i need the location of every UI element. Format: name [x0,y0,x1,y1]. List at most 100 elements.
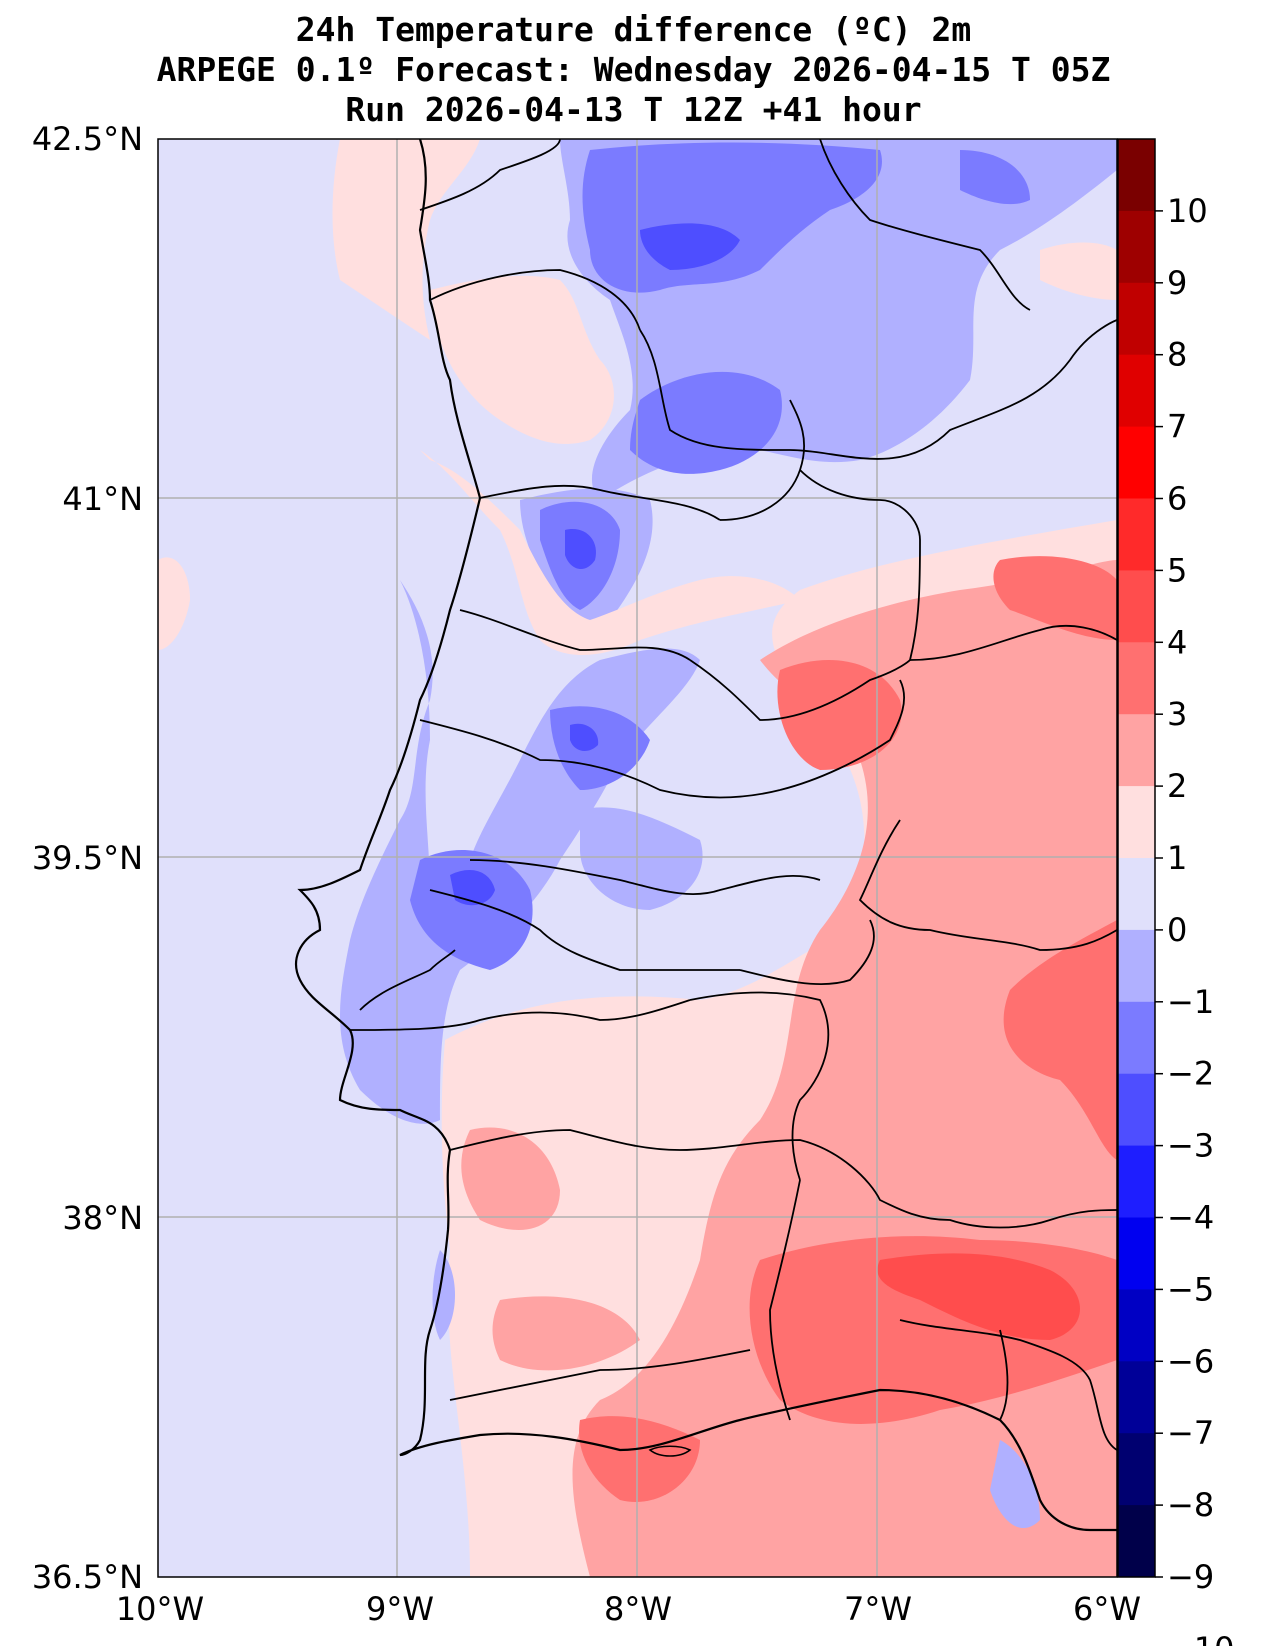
lat-tick-label: 38°N [62,1199,143,1237]
colorbar-tick-label: 10 [1167,192,1208,230]
border-evora [689,991,830,1181]
colorbar-swatch [1118,1145,1155,1218]
cold-2to3-northeast [960,150,1030,205]
warm-patch-algarve-west [492,1296,640,1371]
colorbar-tick-label: 1 [1167,839,1187,877]
colorbar-swatch [1118,570,1155,643]
border-porto [479,484,721,521]
lat-tick-label: 41°N [62,480,143,518]
border-spain-south [769,1179,801,1421]
lat-tick-label: 36.5°N [32,1558,143,1596]
colorbar-tick-label: −7 [1167,1414,1214,1452]
colorbar-swatch [1118,498,1155,571]
colorbar-tick-label: 3 [1167,695,1187,733]
temperature-field [158,139,1117,1577]
border-minho [429,269,641,331]
colorbar-tick-label: −8 [1167,1486,1214,1524]
cold-3to4-beira [570,723,599,752]
border-galicia [419,139,561,211]
colorbar-tick-label: −2 [1167,1055,1214,1093]
colorbar-tick-label: 2 [1167,767,1187,805]
lon-tick-label: 7°W [844,1590,912,1628]
border-setubal [449,1129,681,1151]
warm-region-atlantic-west [158,557,190,650]
lon-tick-label: 8°W [604,1590,672,1628]
colorbar-swatch [1118,858,1155,931]
border-spain-north [819,139,1031,311]
lon-tick-label: 6°W [1073,1590,1141,1628]
warm-patch-southwest [461,1127,560,1230]
colorbar-tick-label: 0 [1167,911,1187,949]
lat-tick-label: 42.5°N [32,120,143,158]
warm-region-aveiro [420,450,800,655]
longitude-labels: 10°W 9°W 8°W 7°W 6°W [116,1590,1141,1628]
colorbar-swatch [1118,714,1155,787]
colorbar-tick-label: −1 [1167,983,1214,1021]
colorbar-swatch [1118,210,1155,284]
cold-region-guadiana [990,1440,1040,1529]
border-tras-os-montes [639,329,791,451]
border-spain-northeast [799,469,921,661]
warm-region-porto [430,275,614,444]
colorbar-tick-label: −9 [1167,1558,1214,1596]
colorbar-swatch [1118,354,1155,428]
warm-region-2to3-northeast [993,556,1117,640]
warm-region-3to4 [877,1253,1080,1340]
title-line-2: ARPEGE 0.1º Forecast: Wednesday 2026-04-… [156,50,1111,89]
colorbar-swatch [1118,1289,1155,1362]
map-title: 24h Temperature difference (ºC) 2m ARPEG… [0,10,1267,130]
colorbar-swatch [1118,642,1155,715]
colorbar-swatch [1118,139,1155,212]
map-frame [157,138,1118,1578]
colorbar-tick-label: 4 [1167,623,1187,661]
border-beja [679,1139,1117,1229]
title-line-3: Run 2026-04-13 T 12Z +41 hour [345,90,922,129]
colorbar-tick-label: 5 [1167,551,1187,589]
colorbar-swatch [1118,282,1155,356]
border-guarda [689,659,911,721]
colorbar-swatch [1118,1505,1155,1578]
warm-region-minho-coast [332,139,480,340]
border-aveiro [459,609,691,661]
border-spain-central [909,624,1117,661]
colorbar-tick-label: −10 [1167,1630,1235,1646]
colorbar-tick-label: −5 [1167,1270,1214,1308]
coastline [295,139,1117,1532]
colorbar-tick-label: 8 [1167,336,1187,374]
border-guadiana [999,1329,1009,1421]
border-coimbra [419,719,781,799]
lon-tick-label: 9°W [366,1590,434,1628]
border-portalegre [739,919,875,986]
reservoir-alqueva [648,1445,692,1457]
warm-region-2to3-east [1003,920,1117,1160]
colorbar-swatch [1118,1001,1155,1075]
border-huelva [899,1319,1117,1451]
lon-tick-label: 10°W [116,1590,204,1628]
border-algarve [449,1349,751,1401]
colorbar-swatch [1118,426,1155,499]
coastline-river-tagus [359,949,456,1011]
colorbar-swatch [1118,1217,1155,1290]
latitude-labels: 42.5°N 41°N 39.5°N 38°N 36.5°N [32,120,143,1596]
district-borders [349,139,1117,1451]
cold-3to4-north [640,223,740,270]
colorbar-tick-label: 9 [1167,264,1187,302]
colorbar-tick-label: 7 [1167,408,1187,446]
warm-region-north-east-edge [1040,242,1117,300]
colorbar-tick-label: −6 [1167,1342,1214,1380]
cold-3to4-douro [565,529,596,570]
colorbar-tick-label: −4 [1167,1199,1214,1237]
border-spain-east-a [858,819,1117,951]
colorbar-tick-label: 6 [1167,480,1187,518]
border-castelo-branco [779,679,905,791]
border-lisboa [349,999,691,1031]
border-leiria [429,889,740,971]
colorbar-swatch [1118,929,1155,1003]
cold-region-southwest [432,1250,455,1340]
colorbar-tick-label: −3 [1167,1127,1214,1165]
colorbar-swatch [1118,1433,1155,1506]
border-santarem [469,859,821,896]
warm-region-2to3-north [777,660,902,770]
lat-tick-label: 39.5°N [32,839,143,877]
